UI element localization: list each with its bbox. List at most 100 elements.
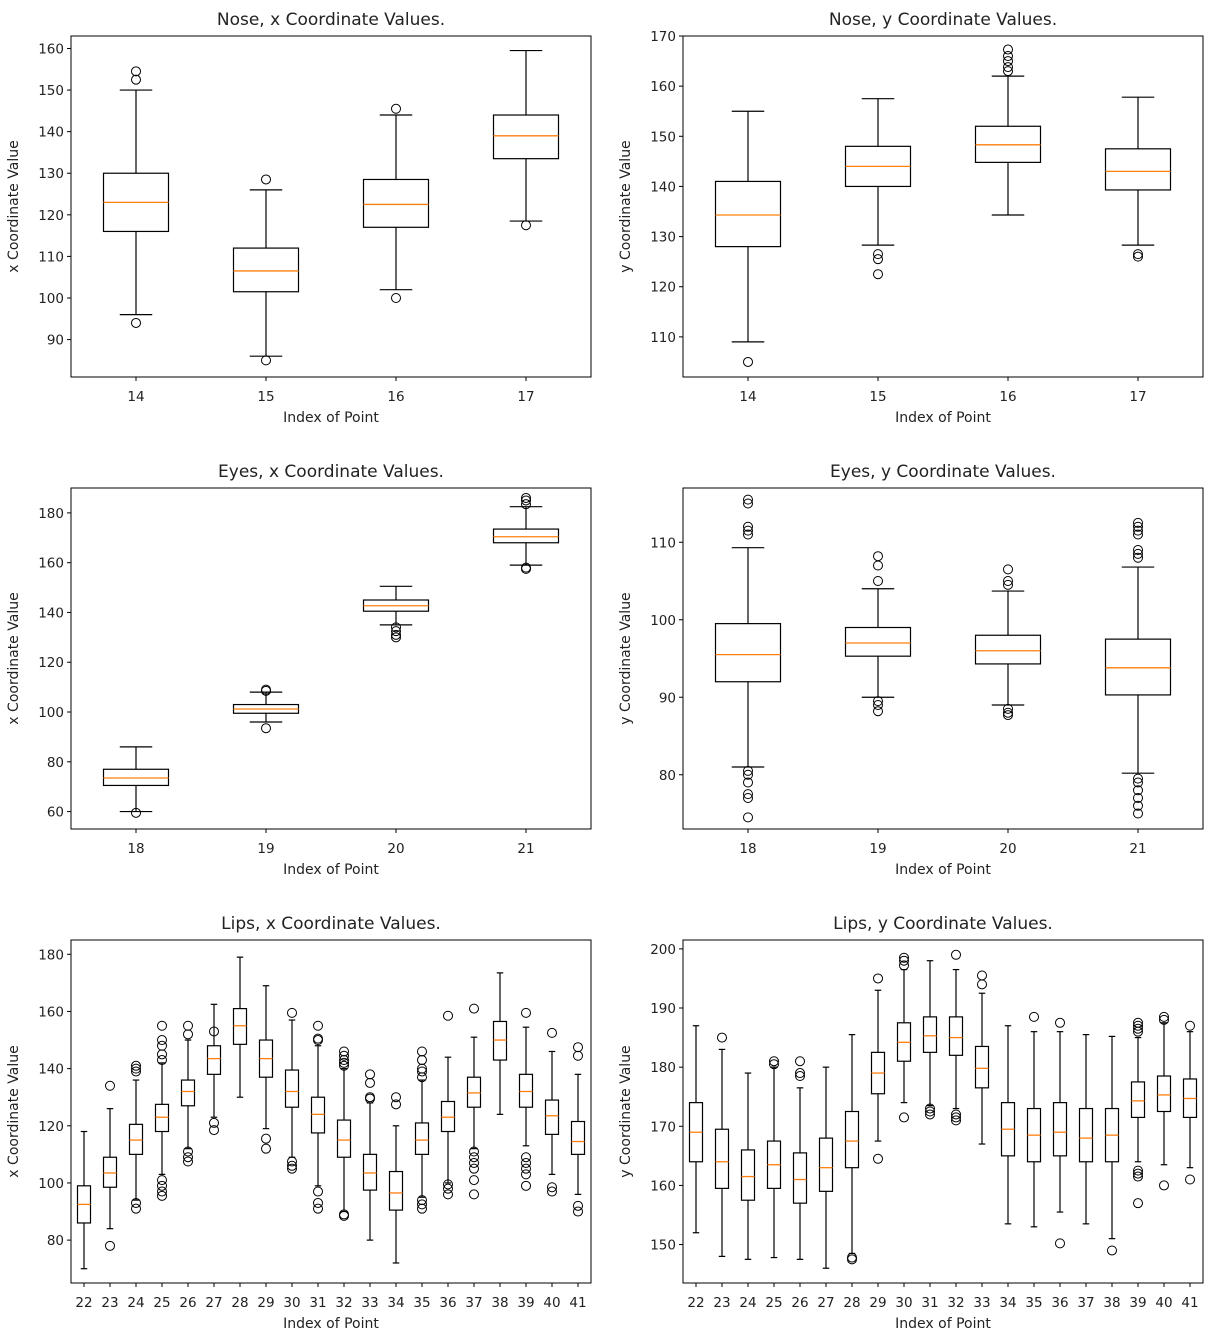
box-35 (414, 1046, 430, 1214)
box-iqr (518, 1073, 534, 1108)
box-iqr (232, 247, 300, 293)
flier-point (391, 1099, 401, 1110)
flier-point (795, 1071, 805, 1082)
chart-title: Lips, x Coordinate Values. (221, 914, 441, 934)
flier-point (873, 1153, 883, 1164)
flier-point (469, 1152, 479, 1163)
flier-point (105, 1240, 115, 1251)
box-iqr (792, 1152, 808, 1204)
flier-point (847, 1254, 857, 1265)
flier-point (313, 1203, 323, 1214)
flier-point (521, 1163, 531, 1174)
y-tick-label: 160 (38, 41, 64, 57)
flier-point (417, 1046, 427, 1057)
x-tick-label: 41 (1181, 1295, 1198, 1311)
x-tick-label: 19 (869, 841, 886, 857)
flier-point (1185, 1020, 1195, 1031)
y-tick-label: 160 (650, 1178, 676, 1194)
x-tick-label: 41 (569, 1295, 586, 1311)
flier-point (1029, 1011, 1039, 1022)
flier-point (131, 807, 141, 818)
y-tick-label: 180 (38, 506, 64, 522)
flier-point (795, 1068, 805, 1079)
y-tick-label: 110 (650, 535, 676, 551)
flier-point (183, 1156, 193, 1167)
flier-point (313, 1033, 323, 1044)
axes-frame (70, 939, 592, 1284)
box-iqr (714, 180, 782, 248)
y-axis-label: x Coordinate Value (6, 1045, 22, 1177)
box-22 (76, 1130, 92, 1270)
flier-point (443, 1183, 453, 1194)
y-tick-label: 60 (47, 805, 64, 821)
flier-point (521, 563, 531, 574)
box-iqr (1156, 1075, 1172, 1113)
subplot-3: 60 80 100 120 140 160 180 18 19 20 21 Eyes, x Coord… (6, 462, 592, 878)
flier-point (1003, 707, 1013, 718)
flier-point (209, 1125, 219, 1136)
flier-point (365, 1092, 375, 1103)
subplot-6: 150 160 170 180 190 200 22 23 24 25 26 27 28 29 30 31 32… (618, 914, 1204, 1332)
flier-point (1003, 710, 1013, 721)
y-tick-label: 130 (38, 166, 64, 182)
box-27 (206, 1003, 222, 1136)
box-iqr (362, 178, 430, 228)
flier-point (1133, 793, 1143, 803)
x-axis-label: Index of Point (895, 1316, 991, 1332)
flier-point (873, 576, 883, 586)
y-tick-label: 140 (650, 179, 676, 195)
flier-point (339, 1210, 349, 1221)
flier-point (521, 1007, 531, 1018)
box-iqr (362, 1153, 378, 1191)
y-tick-label: 150 (650, 129, 676, 145)
x-tick-label: 15 (869, 389, 886, 405)
box-19 (844, 551, 912, 717)
x-tick-label: 23 (713, 1295, 730, 1311)
flier-point (131, 66, 141, 77)
flier-point (443, 1010, 453, 1021)
y-tick-label: 110 (650, 330, 676, 346)
flier-point (743, 769, 753, 780)
x-tick-label: 29 (257, 1295, 274, 1311)
flier-point (573, 1042, 583, 1053)
flier-point (209, 1117, 219, 1128)
flier-point (925, 1109, 935, 1120)
y-tick-label: 130 (650, 230, 676, 246)
axes-frame (682, 35, 1204, 378)
flier-point (157, 1186, 167, 1197)
x-tick-label: 22 (75, 1295, 92, 1311)
flier-point (131, 1203, 141, 1214)
box-24 (128, 1060, 144, 1214)
box-32 (336, 1046, 352, 1221)
flier-point (105, 1080, 115, 1091)
flier-point (469, 1175, 479, 1186)
flier-point (391, 626, 401, 637)
flier-point (391, 103, 401, 114)
flier-point (287, 1160, 297, 1171)
flier-point (469, 1157, 479, 1168)
chart-title: Eyes, x Coordinate Values. (218, 462, 444, 482)
x-axis-label: Index of Point (283, 862, 379, 878)
box-iqr (844, 1110, 860, 1169)
flier-point (391, 292, 401, 303)
x-tick-label: 37 (465, 1295, 482, 1311)
flier-point (795, 1056, 805, 1067)
y-tick-label: 140 (38, 125, 64, 141)
flier-point (899, 960, 909, 971)
box-iqr (1078, 1107, 1094, 1163)
flier-point (391, 622, 401, 633)
box-27 (818, 1066, 834, 1269)
flier-point (547, 1186, 557, 1197)
y-tick-label: 160 (650, 79, 676, 95)
flier-point (1133, 1198, 1143, 1209)
axes-frame (682, 487, 1204, 830)
box-25 (766, 1056, 782, 1259)
box-iqr (974, 1045, 990, 1089)
flier-point (573, 1050, 583, 1061)
y-tick-label: 80 (659, 768, 676, 784)
box-18 (102, 746, 170, 818)
flier-point (1133, 1020, 1143, 1031)
flier-point (313, 1020, 323, 1031)
x-tick-label: 21 (1129, 841, 1146, 857)
flier-point (391, 629, 401, 640)
